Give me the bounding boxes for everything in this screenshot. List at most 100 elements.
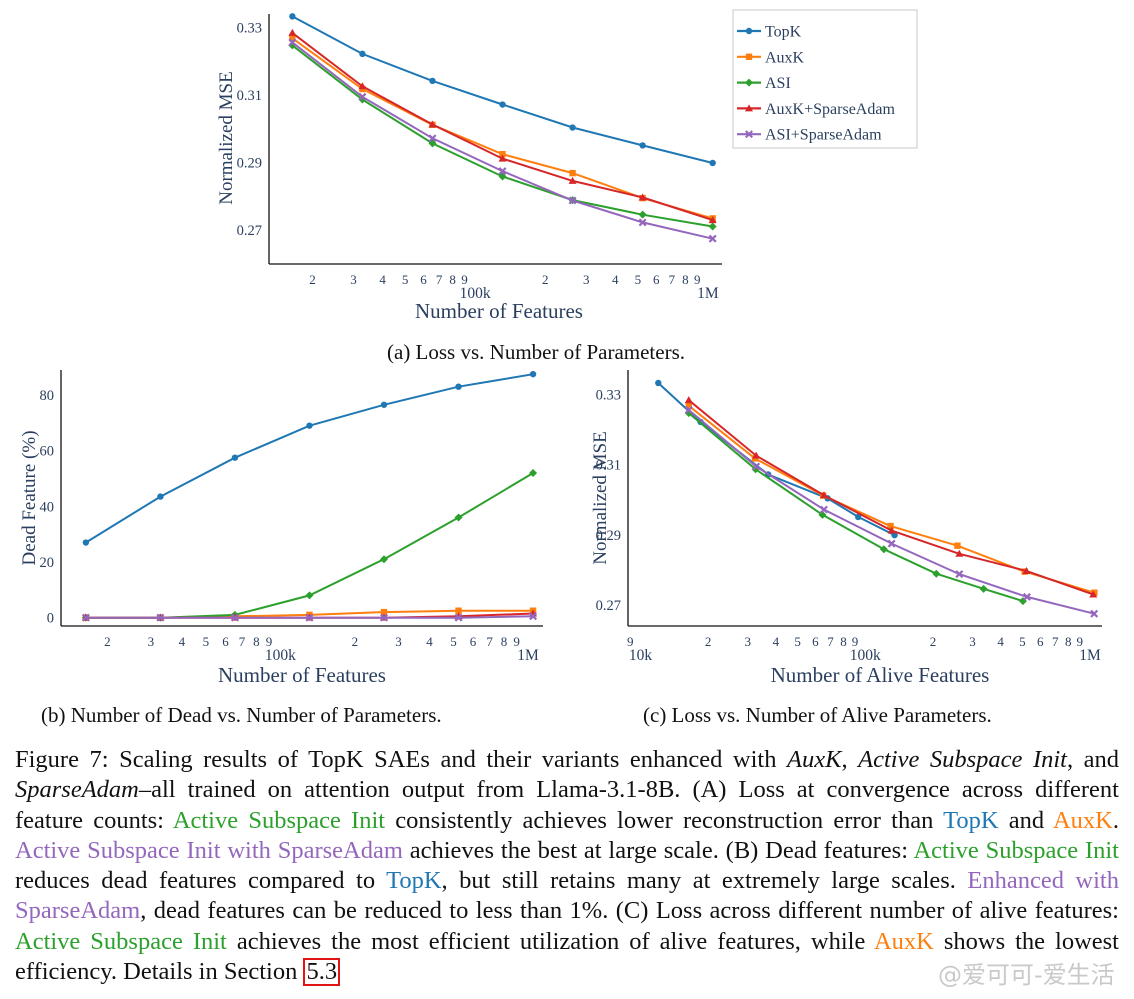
data-point xyxy=(708,222,717,231)
series-topk xyxy=(289,13,716,167)
x-tick-label: 3 xyxy=(350,272,357,287)
data-point xyxy=(380,613,388,622)
x-tick-label: 5 xyxy=(1019,634,1025,649)
caption-text: . xyxy=(1112,806,1119,834)
data-point xyxy=(529,468,538,477)
x-tick-label: 1M xyxy=(1079,647,1101,664)
caption-highlight-sparseadam: Enhanced with SparseAdam xyxy=(15,867,1119,925)
figure-caption: Figure 7: Scaling results of TopK SAEs a… xyxy=(15,745,1119,987)
legend: TopK AuxK ASI AuxK+SparseAdam ASI+SparseAdam xyxy=(732,9,918,149)
x-tick-label: 5 xyxy=(635,272,642,287)
data-point xyxy=(685,402,692,409)
x-tick-label: 100k xyxy=(265,647,296,664)
data-point xyxy=(954,542,961,549)
y-tick-label: 0.33 xyxy=(596,388,621,404)
x-tick-label: 5 xyxy=(402,272,409,287)
x-tick-label: 5 xyxy=(450,634,457,649)
series-asi xyxy=(684,409,1027,606)
caption-highlight-auxk: AuxK xyxy=(873,927,934,955)
data-point xyxy=(1018,597,1027,606)
x-tick-label: 4 xyxy=(379,272,386,287)
caption-c: (c) Loss vs. Number of Alive Parameters. xyxy=(643,703,992,727)
x-tick-label: 7 xyxy=(486,634,493,649)
data-point xyxy=(819,505,828,514)
data-point xyxy=(638,210,647,219)
data-point xyxy=(684,406,693,414)
legend-swatch-marker xyxy=(745,53,753,60)
data-point xyxy=(569,124,576,131)
data-point xyxy=(569,169,576,177)
caption-text: Figure 7: Scaling results of TopK SAEs a… xyxy=(15,746,788,773)
y-tick-label: 0.31 xyxy=(596,458,621,474)
series-auxk-sparseadam xyxy=(684,396,1098,598)
x-tick-label: 10k xyxy=(629,647,653,664)
y-tick-label: 20 xyxy=(40,555,55,571)
x-tick-label: 6 xyxy=(653,272,660,287)
caption-text: achieves the best at large scale. (B) De… xyxy=(402,836,914,864)
caption-text: consistently achieves lower reconstructi… xyxy=(385,806,944,834)
data-point xyxy=(638,193,647,201)
series-asi xyxy=(288,41,717,231)
x-tick-label: 6 xyxy=(1037,634,1044,649)
x-axis-title: Number of Features xyxy=(218,663,386,687)
x-tick-label: 9 xyxy=(461,272,468,287)
x-tick-label: 3 xyxy=(969,634,976,649)
data-point xyxy=(854,513,862,521)
data-point xyxy=(955,570,964,579)
section-link[interactable]: 5.3 xyxy=(303,958,341,987)
x-tick-label: 3 xyxy=(395,634,402,649)
x-tick-label: 4 xyxy=(773,634,780,649)
data-point xyxy=(708,234,717,243)
caption-text: , and xyxy=(1066,746,1120,773)
data-point xyxy=(818,510,827,519)
series-line-topk xyxy=(85,373,534,544)
caption-text: and xyxy=(998,806,1053,834)
x-axis-title: Number of Alive Features xyxy=(771,663,990,687)
data-point xyxy=(306,422,313,429)
y-axis-title: Dead Feature (%) xyxy=(19,430,40,565)
x-tick-label: 1M xyxy=(697,285,719,302)
y-axis-title: Normalized MSE xyxy=(216,71,237,205)
x-tick-label: 7 xyxy=(1052,634,1059,649)
legend-swatch-marker xyxy=(745,130,753,139)
series-asi-sparseadam xyxy=(81,612,538,622)
legend-box xyxy=(732,9,918,149)
legend-swatch-marker xyxy=(745,27,753,35)
data-point xyxy=(955,549,964,557)
series-auxk xyxy=(685,402,1098,596)
series-auxk xyxy=(289,35,716,222)
caption-text: achieves the most efficient utilization … xyxy=(226,927,874,955)
x-tick-label: 4 xyxy=(612,272,619,287)
x-axis-title: Number of Features xyxy=(415,299,583,323)
series-line-topk xyxy=(291,15,713,164)
y-tick-label: 0.33 xyxy=(237,21,262,37)
x-tick-label: 3 xyxy=(148,634,155,649)
data-point xyxy=(752,451,761,459)
data-point xyxy=(1090,609,1099,618)
x-tick-label: 100k xyxy=(850,647,881,664)
x-tick-label: 9 xyxy=(627,634,634,649)
x-tick-label: 2 xyxy=(542,272,549,287)
data-point xyxy=(455,607,462,614)
data-point xyxy=(428,134,437,143)
data-point xyxy=(498,167,507,176)
data-point xyxy=(454,513,463,522)
series-line-auxk-sparseadam xyxy=(688,399,1094,596)
x-tick-label: 7 xyxy=(436,272,443,287)
x-tick-label: 6 xyxy=(420,272,427,287)
caption-a: (a) Loss vs. Number of Parameters. xyxy=(387,340,685,364)
caption-term-sparseadam: SparseAdam xyxy=(15,776,139,804)
series-line-asi-sparseadam xyxy=(291,41,713,240)
caption-term-auxk: AuxK xyxy=(787,746,842,773)
y-axis-title: Normalized MSE xyxy=(590,431,611,565)
caption-text: reduces dead features compared to xyxy=(15,867,387,895)
x-tick-label: 6 xyxy=(812,634,819,649)
data-point xyxy=(879,545,888,554)
x-tick-label: 4 xyxy=(179,634,186,649)
x-tick-label: 3 xyxy=(744,634,751,649)
x-tick-label: 5 xyxy=(203,634,210,649)
series-line-auxk xyxy=(688,405,1095,594)
x-tick-label: 6 xyxy=(470,634,477,649)
caption-highlight-topk: TopK xyxy=(386,867,442,895)
